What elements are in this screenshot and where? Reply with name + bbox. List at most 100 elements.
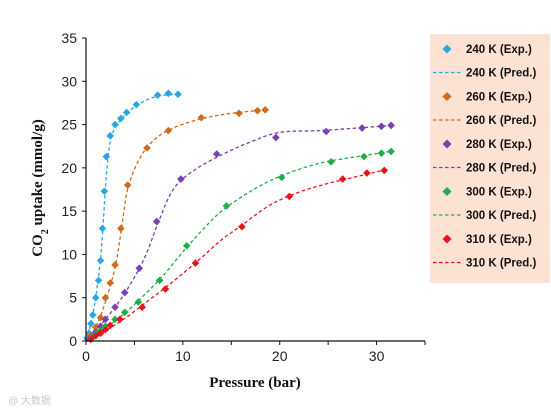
exp-point bbox=[123, 181, 132, 189]
exp-point bbox=[285, 192, 294, 201]
x-tick-label: 0 bbox=[82, 348, 90, 364]
legend-exp-marker bbox=[442, 92, 452, 101]
exp-point bbox=[91, 332, 100, 340]
axes: 0 5 10 15 20 25 30 35 0 10 20 30 bbox=[61, 30, 426, 364]
exp-point bbox=[164, 89, 173, 98]
legend-exp-label: 280 K (Exp.) bbox=[466, 139, 532, 151]
exp-point bbox=[363, 169, 371, 177]
exp-point bbox=[106, 279, 115, 287]
legend-exp-label: 260 K (Exp.) bbox=[466, 92, 532, 104]
y-tick-label: 25 bbox=[61, 117, 77, 133]
exp-point bbox=[101, 293, 110, 302]
legend-exp-label: 300 K (Exp.) bbox=[466, 187, 532, 199]
y-tick-label: 5 bbox=[69, 290, 77, 306]
y-tick-label: 10 bbox=[61, 246, 77, 262]
exp-point bbox=[387, 121, 395, 130]
exp-point bbox=[212, 150, 221, 158]
legend-exp-marker bbox=[442, 234, 452, 244]
legend-exp-marker bbox=[442, 187, 452, 196]
legend-pred-label: 310 K (Pred.) bbox=[466, 258, 536, 270]
exp-point bbox=[182, 241, 191, 250]
legend-pred-label: 240 K (Pred.) bbox=[466, 68, 536, 80]
exp-point bbox=[102, 152, 111, 161]
x-tick-label: 30 bbox=[369, 348, 385, 364]
exp-point bbox=[96, 329, 105, 338]
exp-point bbox=[138, 303, 146, 312]
legend-pred-label: 260 K (Pred.) bbox=[466, 115, 536, 127]
exp-point bbox=[88, 311, 97, 319]
exp-point bbox=[87, 319, 95, 328]
pred-line bbox=[85, 124, 392, 342]
legend-pred-label: 300 K (Pred.) bbox=[466, 210, 536, 222]
exp-point bbox=[253, 106, 262, 115]
exp-point bbox=[106, 132, 115, 140]
exp-point bbox=[117, 224, 125, 233]
series-2 bbox=[85, 121, 395, 342]
pred-line bbox=[85, 150, 392, 342]
legend-exp-label: 240 K (Exp.) bbox=[466, 44, 532, 56]
exp-point bbox=[152, 217, 161, 226]
exp-point bbox=[235, 109, 243, 118]
exp-point bbox=[197, 113, 206, 122]
exp-point bbox=[91, 293, 100, 302]
watermark: @ 大数据 bbox=[8, 394, 51, 407]
exp-point bbox=[117, 114, 125, 123]
exp-point bbox=[222, 202, 231, 210]
exp-point bbox=[132, 100, 141, 109]
exp-point bbox=[111, 315, 119, 324]
exp-point bbox=[111, 303, 119, 312]
legend-exp-marker bbox=[442, 44, 452, 54]
legend-exp-marker bbox=[442, 139, 452, 149]
exp-point bbox=[98, 224, 107, 233]
exp-point bbox=[164, 126, 173, 135]
exp-point bbox=[91, 323, 100, 331]
exp-point bbox=[387, 147, 395, 156]
exp-point bbox=[327, 157, 335, 166]
legend-box bbox=[430, 34, 550, 283]
y-axis-title-subscript: 2 bbox=[40, 229, 51, 234]
y-tick-label: 20 bbox=[61, 160, 77, 176]
exp-point bbox=[106, 321, 115, 330]
exp-point bbox=[238, 222, 246, 231]
y-axis-title-rest: uptake (mmol/g) bbox=[30, 119, 46, 229]
legend-pred-label: 280 K (Pred.) bbox=[466, 163, 536, 175]
x-tick-label: 20 bbox=[272, 348, 288, 364]
exp-point bbox=[122, 108, 131, 117]
exp-point bbox=[380, 166, 389, 175]
exp-point bbox=[174, 90, 182, 99]
exp-point bbox=[96, 256, 105, 265]
x-tick-label: 10 bbox=[175, 348, 191, 364]
exp-point bbox=[272, 133, 280, 142]
exp-point bbox=[143, 144, 151, 152]
exp-point bbox=[261, 106, 269, 114]
exp-point bbox=[100, 187, 109, 196]
series-4 bbox=[85, 166, 389, 344]
exp-point bbox=[338, 175, 347, 183]
y-tick-label: 0 bbox=[69, 333, 77, 349]
series-0 bbox=[83, 89, 182, 343]
exp-point bbox=[116, 315, 124, 324]
y-axis-title-main: CO bbox=[30, 234, 46, 257]
exp-point bbox=[191, 259, 200, 267]
exp-point bbox=[153, 91, 162, 99]
legend-exp-label: 310 K (Exp.) bbox=[466, 234, 532, 246]
exp-point bbox=[135, 264, 144, 273]
exp-point bbox=[277, 173, 286, 182]
exp-point bbox=[101, 315, 110, 324]
exp-point bbox=[377, 122, 386, 131]
exp-point bbox=[94, 276, 103, 285]
x-axis-title: Pressure (bar) bbox=[209, 375, 301, 391]
exp-point bbox=[111, 261, 119, 269]
y-tick-label: 30 bbox=[61, 73, 77, 89]
exp-point bbox=[101, 325, 110, 334]
exp-point bbox=[161, 285, 170, 293]
exp-point bbox=[111, 120, 119, 129]
exp-point bbox=[120, 308, 129, 317]
y-tick-label: 35 bbox=[61, 30, 77, 46]
exp-point bbox=[120, 288, 129, 297]
legend: 240 K (Exp.) 240 K (Pred.) 260 K (Exp.) 260… bbox=[433, 44, 536, 270]
exp-point bbox=[96, 313, 105, 322]
pred-line bbox=[85, 168, 387, 342]
exp-point bbox=[134, 298, 143, 306]
